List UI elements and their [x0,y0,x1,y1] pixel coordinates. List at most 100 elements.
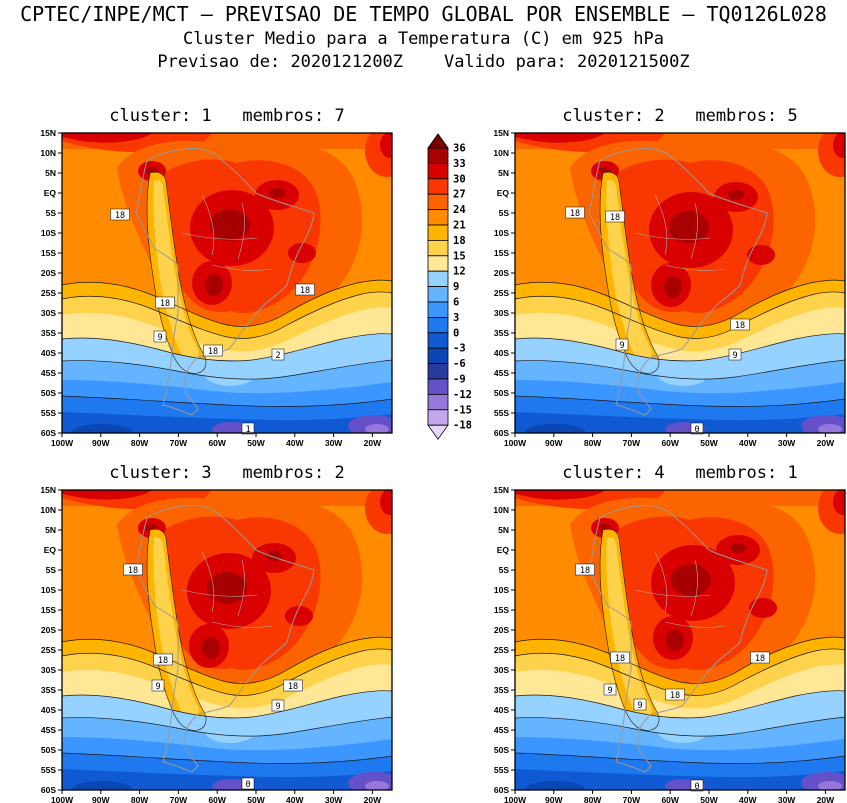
colorbar-tick-label: -15 [453,404,472,416]
svg-text:9: 9 [607,686,612,696]
map-panel-cluster-1: cluster: 1 membros: 7 18 18 18 18 9 2 1 15N 10N 5… [40,106,393,448]
svg-text:35S: 35S [41,328,56,338]
colorbar-segment [427,286,449,303]
svg-text:80W: 80W [584,795,602,803]
axis-labels: 15N 10N 5N EQ 5S 10S 15S 20S 25S 30S 35S 40S 45S 50S 5… [40,128,382,448]
svg-text:0: 0 [694,425,699,435]
colorbar-tick-label: 24 [453,204,466,216]
svg-text:5S: 5S [499,208,510,218]
svg-text:70W: 70W [623,438,641,448]
svg-text:90W: 90W [545,438,563,448]
svg-text:60W: 60W [661,438,679,448]
svg-text:70W: 70W [170,795,188,803]
svg-text:50W: 50W [247,795,265,803]
svg-text:30W: 30W [778,438,796,448]
svg-text:EQ: EQ [497,545,510,555]
svg-text:1: 1 [245,425,250,435]
svg-text:40W: 40W [286,438,304,448]
colorbar-tick-label: -6 [453,358,466,370]
svg-text:9: 9 [637,701,642,711]
svg-text:60W: 60W [208,438,226,448]
colorbar-segment [427,162,449,180]
colorbar-segment [427,255,449,272]
colorbar-tick-label: 33 [453,158,466,170]
colorbar-segment [427,316,449,334]
svg-text:15N: 15N [40,485,56,495]
panel-title-cluster-2: cluster: 2 membros: 5 [562,106,798,126]
svg-text:20S: 20S [494,625,509,635]
svg-text:18: 18 [208,347,218,357]
svg-text:80W: 80W [131,438,149,448]
panel-title-cluster-4: cluster: 4 membros: 1 [562,463,798,483]
coastline [588,148,768,416]
svg-text:10S: 10S [41,585,56,595]
svg-text:90W: 90W [92,438,110,448]
svg-text:9: 9 [155,682,160,692]
colorbar-top-triangle [427,133,449,149]
colorbar-tick-label: -9 [453,374,466,386]
colorbar-tick-label: -18 [453,420,472,432]
svg-text:9: 9 [619,341,624,351]
colorbar-tick-label: 9 [453,281,459,293]
colorbar-segment [427,240,449,257]
contour-fill-layers [515,490,845,790]
svg-text:15N: 15N [40,128,56,138]
svg-text:18: 18 [610,213,620,223]
svg-text:60W: 60W [661,795,679,803]
contour-lines [515,171,845,407]
svg-text:0: 0 [245,780,250,790]
svg-text:45S: 45S [494,725,509,735]
svg-text:40S: 40S [41,705,56,715]
svg-text:35S: 35S [41,685,56,695]
svg-text:80W: 80W [584,438,602,448]
axis-labels: 15N 10N 5N EQ 5S 10S 15S 20S 25S 30S 35S 40S 45S 50S 5… [40,485,382,803]
svg-text:60S: 60S [494,428,509,438]
svg-text:5N: 5N [498,168,509,178]
svg-text:40S: 40S [494,348,509,358]
svg-text:18: 18 [670,691,680,701]
svg-text:40W: 40W [739,438,757,448]
colorbar-segment [427,178,449,195]
coastline [588,505,768,773]
svg-text:35S: 35S [494,685,509,695]
colorbar-bottom-triangle [427,424,449,440]
svg-text:5S: 5S [499,565,510,575]
colorbar-tick-label: 36 [453,143,466,155]
colorbar-segment [427,393,449,411]
svg-text:5N: 5N [45,525,56,535]
svg-text:35S: 35S [494,328,509,338]
contour-lines [515,528,845,764]
svg-text:9: 9 [157,333,162,343]
contour-lines [62,171,392,407]
svg-text:100W: 100W [51,795,74,803]
svg-text:50S: 50S [494,745,509,755]
svg-text:20W: 20W [817,795,835,803]
contour-labels: 18 18 18 9 9 0 [565,206,750,435]
svg-text:25S: 25S [41,288,56,298]
colorbar-tick-label: 21 [453,220,466,232]
svg-text:18: 18 [160,299,170,309]
svg-text:15S: 15S [494,605,509,615]
svg-text:9: 9 [732,351,737,361]
svg-text:18: 18 [288,682,298,692]
svg-text:50W: 50W [700,795,718,803]
svg-text:45S: 45S [494,368,509,378]
svg-text:18: 18 [570,209,580,219]
colorbar-segment [427,224,449,241]
svg-text:55S: 55S [494,765,509,775]
svg-text:18: 18 [735,321,745,331]
colorbar-segment [427,147,449,164]
panel-title-cluster-1: cluster: 1 membros: 7 [109,106,345,126]
svg-text:18: 18 [755,654,765,664]
temperature-map-cluster-3: 18 18 9 18 9 0 15N 10N 5N EQ 5S 10S 15S 20S 25S 30S 35S 4… [40,485,393,803]
svg-text:EQ: EQ [44,188,57,198]
country-borders [181,551,273,628]
svg-text:55S: 55S [41,408,56,418]
svg-text:50W: 50W [700,438,718,448]
chart-subtitle: Cluster Medio para a Temperatura (C) em … [182,29,665,49]
svg-text:10N: 10N [493,505,509,515]
colorbar-tick-label: 0 [453,327,459,339]
colorbar-tick-label: 18 [453,235,466,247]
colorbar-segment [427,193,449,211]
